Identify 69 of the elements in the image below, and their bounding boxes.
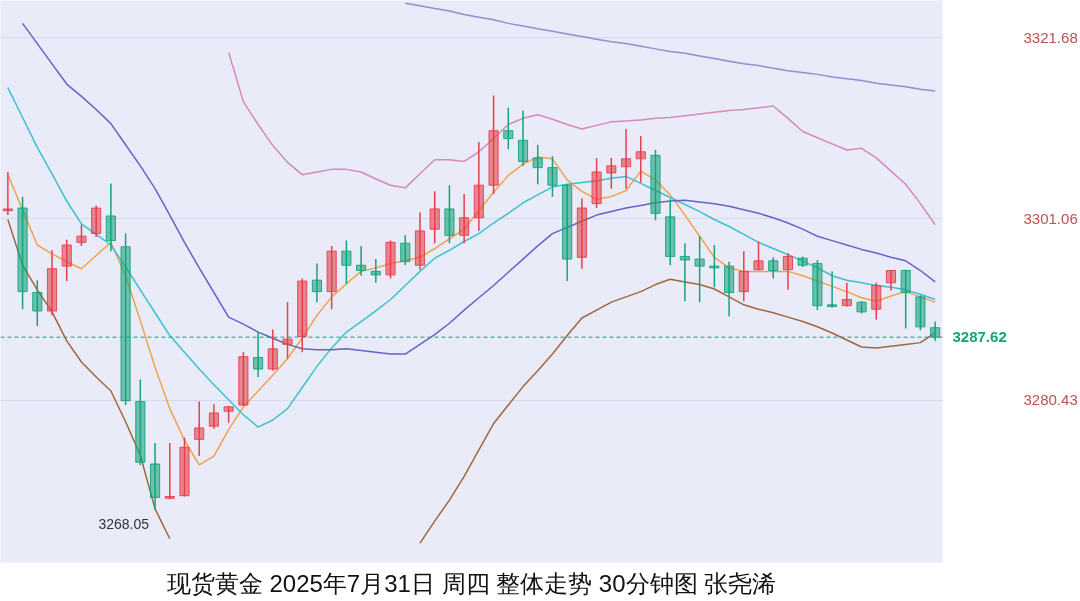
candlestick (17, 195, 28, 310)
candlestick (591, 157, 602, 209)
candlestick (900, 268, 911, 330)
candlestick (179, 436, 190, 498)
candlestick (650, 149, 661, 222)
candlestick (679, 242, 690, 303)
y-tick-label: 3280.43 (1023, 391, 1078, 409)
candlestick (488, 94, 499, 195)
candlestick (532, 143, 543, 186)
candlestick (164, 442, 175, 500)
candlestick (282, 301, 293, 360)
candlestick (238, 351, 249, 407)
candlestick (61, 238, 72, 282)
candlestick (2, 171, 13, 216)
candlestick (606, 157, 617, 190)
candlestick (297, 277, 308, 354)
candlestick (326, 245, 337, 310)
candlestick (782, 252, 794, 291)
ref-line-label: 3287.62 (952, 328, 1007, 346)
candlestick (841, 282, 852, 308)
candlestick (400, 234, 411, 266)
y-tick-label: 3321.68 (1023, 28, 1078, 46)
candlestick (562, 183, 573, 282)
candlestick (503, 107, 514, 150)
candlestick (32, 279, 43, 327)
candlestick (827, 270, 838, 309)
candlestick (620, 128, 632, 190)
candlestick (738, 250, 749, 303)
candlestick (444, 184, 455, 244)
candlestick (576, 197, 587, 270)
candlestick (46, 249, 58, 317)
candlestick (341, 239, 352, 285)
line-series (7, 86, 936, 428)
candlestick (91, 204, 102, 238)
candlestick (885, 269, 897, 292)
candlestick (694, 235, 705, 303)
line-series (227, 51, 936, 226)
line-series (21, 22, 936, 355)
candlestick (768, 256, 779, 280)
candlestick (208, 403, 219, 430)
candlestick (135, 378, 146, 466)
candlestick (385, 239, 396, 280)
candlestick (267, 328, 278, 372)
candlestick (665, 198, 676, 266)
candlestick (370, 258, 381, 284)
candlestick (356, 245, 367, 277)
y-tick-label: 3301.06 (1023, 209, 1078, 227)
candlestick (473, 141, 484, 232)
candlestick (812, 259, 823, 311)
candlestick (414, 211, 426, 271)
candlestick (105, 182, 116, 252)
candlestick (915, 294, 926, 332)
candlestick (547, 155, 558, 198)
candlestick (194, 400, 205, 457)
candlestick (635, 135, 646, 184)
candlestick (311, 262, 323, 303)
candlestick (709, 244, 720, 288)
candlestick (753, 240, 764, 272)
line-series (7, 156, 936, 466)
candlestick (517, 109, 529, 167)
annotation: 3268.05 (98, 516, 150, 533)
candlestick (724, 260, 735, 317)
candlestick (76, 224, 87, 247)
candlestick (149, 442, 161, 511)
candlestick (871, 282, 882, 321)
candlestick (459, 193, 470, 244)
candlestick (429, 190, 440, 244)
line-series (404, 2, 936, 92)
text: 现货黄金 2025年7月31日 周四 整体走势 30分钟图 张尧浠 (166, 569, 777, 597)
